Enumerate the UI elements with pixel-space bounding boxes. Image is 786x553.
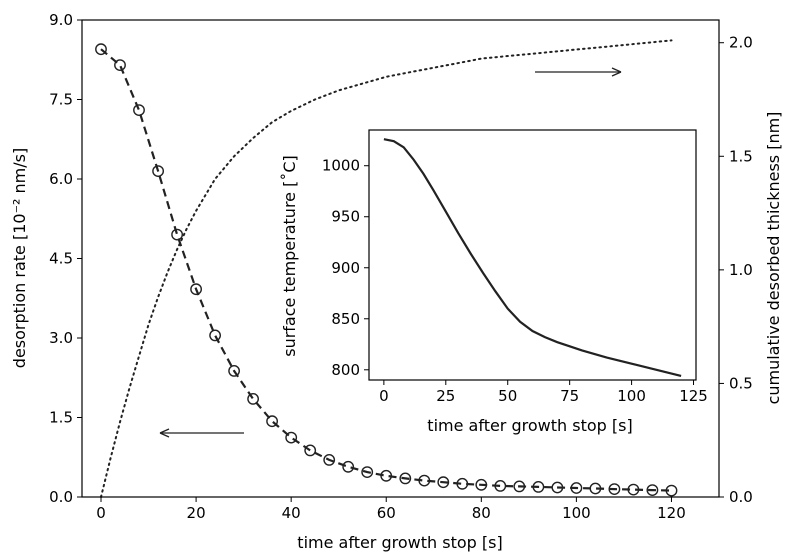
main-right-y-ticks: 0.0 0.5 1.0 1.5 2.0 bbox=[719, 34, 753, 506]
left-arrow-head bbox=[159, 428, 170, 438]
x-tick-label: 60 bbox=[377, 504, 396, 522]
desorption-rate-point bbox=[323, 453, 336, 466]
desorption-rate-point bbox=[380, 469, 393, 482]
inset-y-tick-label: 950 bbox=[331, 208, 360, 226]
inset-x-tick-label: 50 bbox=[498, 387, 517, 405]
x-tick-label: 0 bbox=[96, 504, 106, 522]
desorption-rate-point bbox=[304, 444, 317, 457]
direction-arrows bbox=[159, 67, 622, 438]
y-tick-label: 7.5 bbox=[49, 91, 73, 109]
right-arrow-head bbox=[611, 67, 622, 77]
main-plot: 0 20 40 60 80 100 120 0.0 1.5 3.0 4.5 6.0 7.5 9.0 0.… bbox=[10, 11, 783, 552]
inset-x-tick-label: 125 bbox=[679, 387, 708, 405]
desorption-rate-point bbox=[361, 466, 374, 478]
y-tick-label: 4.5 bbox=[49, 250, 73, 268]
y2-tick-label: 0.0 bbox=[729, 488, 753, 506]
desorption-rate-point bbox=[247, 392, 260, 405]
main-right-y-axis-label: cumulative desorbed thickness [nm] bbox=[764, 112, 783, 405]
desorption-rate-point bbox=[570, 482, 583, 494]
main-left-y-axis-label: desorption rate [10⁻² nm/s] bbox=[10, 148, 29, 368]
desorption-rate-point bbox=[608, 483, 621, 495]
main-x-axis-label: time after growth stop [s] bbox=[297, 533, 502, 552]
desorption-rate-point bbox=[209, 329, 222, 342]
inset-y-tick-label: 800 bbox=[331, 361, 360, 379]
desorption-rate-point bbox=[665, 484, 678, 497]
desorption-rate-point bbox=[418, 474, 431, 487]
inset-x-tick-label: 100 bbox=[617, 387, 646, 405]
inset-y-tick-label: 1000 bbox=[322, 157, 360, 175]
inset-x-ticks: 0 25 50 75 100 125 bbox=[379, 380, 708, 405]
inset-x-tick-label: 0 bbox=[379, 387, 389, 405]
inset-x-tick-label: 25 bbox=[436, 387, 455, 405]
inset-data-marks bbox=[383, 138, 682, 377]
desorption-rate-point bbox=[589, 482, 602, 495]
inset-y-tick-label: 900 bbox=[331, 259, 360, 277]
desorption-rate-point bbox=[532, 480, 545, 493]
desorption-rate-point bbox=[646, 484, 659, 496]
main-left-y-ticks: 0.0 1.5 3.0 4.5 6.0 7.5 9.0 bbox=[49, 11, 82, 506]
x-tick-label: 100 bbox=[562, 504, 591, 522]
x-tick-label: 20 bbox=[187, 504, 206, 522]
desorption-rate-point bbox=[399, 472, 412, 485]
desorption-rate-point bbox=[513, 480, 526, 493]
desorption-rate-point bbox=[95, 43, 107, 56]
desorption-rate-point bbox=[627, 483, 640, 496]
desorption-rate-point bbox=[551, 481, 564, 494]
y-tick-label: 3.0 bbox=[49, 329, 73, 347]
inset-x-axis-label: time after growth stop [s] bbox=[427, 416, 632, 435]
desorption-rate-point bbox=[285, 431, 298, 444]
inset-plot-frame bbox=[368, 129, 697, 381]
y-tick-label: 1.5 bbox=[49, 409, 73, 427]
x-tick-label: 40 bbox=[282, 504, 301, 522]
x-tick-label: 120 bbox=[657, 504, 686, 522]
y-tick-label: 6.0 bbox=[49, 170, 73, 188]
desorption-rate-point bbox=[342, 460, 355, 473]
y-tick-label: 0.0 bbox=[49, 488, 73, 506]
inset-plot: 0 25 50 75 100 125 800 850 900 950 1000 time afte… bbox=[280, 129, 708, 435]
inset-y-tick-label: 850 bbox=[331, 310, 360, 328]
desorption-rate-line bbox=[100, 48, 672, 492]
desorption-rate-point bbox=[228, 364, 241, 377]
surface-temperature-line bbox=[383, 138, 682, 377]
desorption-rate-point bbox=[114, 59, 126, 71]
y-tick-label: 9.0 bbox=[49, 11, 73, 29]
desorption-rate-point bbox=[152, 165, 165, 178]
desorption-rate-point bbox=[190, 283, 203, 296]
desorption-rate-point bbox=[133, 104, 145, 117]
x-tick-label: 80 bbox=[472, 504, 491, 522]
y2-tick-label: 2.0 bbox=[729, 34, 753, 52]
desorption-rate-point bbox=[266, 415, 278, 428]
y2-tick-label: 1.0 bbox=[729, 261, 753, 279]
desorption-rate-point bbox=[475, 478, 488, 491]
main-data-marks bbox=[95, 39, 678, 498]
y2-tick-label: 0.5 bbox=[729, 374, 753, 392]
inset-y-axis-label: surface temperature [˚C] bbox=[280, 155, 299, 357]
main-x-ticks: 0 20 40 60 80 100 120 bbox=[96, 497, 686, 522]
y2-tick-label: 1.5 bbox=[729, 147, 753, 165]
desorption-rate-point bbox=[171, 228, 184, 241]
inset-x-tick-label: 75 bbox=[560, 387, 579, 405]
inset-background bbox=[369, 130, 696, 380]
inset-y-ticks: 800 850 900 950 1000 bbox=[322, 157, 369, 379]
desorption-rate-point bbox=[494, 479, 507, 492]
desorption-rate-point bbox=[437, 476, 450, 489]
cumulative-thickness-line bbox=[100, 39, 673, 498]
desorption-rate-point bbox=[456, 477, 469, 490]
